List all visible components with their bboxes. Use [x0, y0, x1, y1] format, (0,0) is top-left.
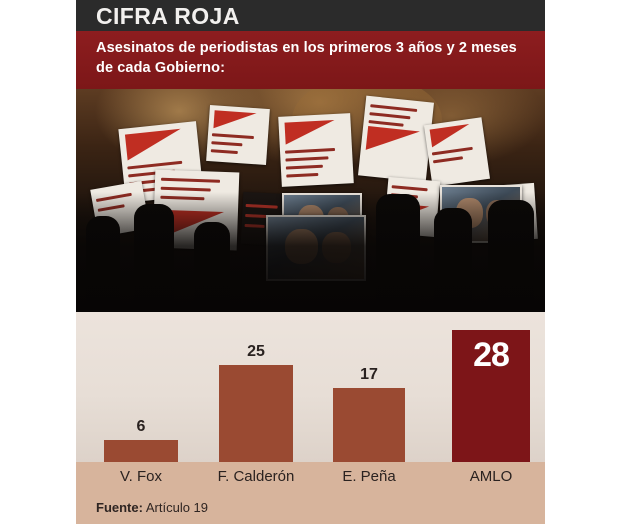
bar-group-e-pena: 17: [333, 312, 405, 462]
protest-photo: [76, 89, 545, 312]
bar-chart: 6 25 17 28: [76, 312, 545, 462]
axis-label-f-calderon: F. Calderón: [217, 468, 295, 485]
source-credit: Fuente: Artículo 19: [96, 500, 208, 515]
page-title: CIFRA ROJA: [96, 3, 240, 29]
bar-group-f-calderon: 25: [219, 312, 293, 462]
bar-value-label: 17: [360, 366, 378, 383]
protest-sign: [358, 95, 434, 183]
subtitle-bar: Asesinatos de periodistas en los primero…: [76, 31, 545, 89]
axis-label-e-pena: E. Peña: [342, 468, 396, 485]
axis-label-v-fox: V. Fox: [120, 468, 162, 485]
header-bar: CIFRA ROJA: [76, 0, 545, 31]
bar-v-fox: [104, 440, 178, 462]
protest-sign: [206, 104, 270, 166]
bar-value-label: 6: [136, 418, 146, 435]
bar-group-amlo: 28: [452, 312, 530, 462]
photo-vignette: [76, 192, 545, 312]
bar-value-label: 28: [473, 336, 510, 374]
infographic-panel: CIFRA ROJA Asesinatos de periodistas en …: [76, 0, 545, 524]
bar-value-label: 25: [247, 343, 265, 360]
protest-sign: [278, 113, 354, 187]
bar-e-pena: [333, 388, 405, 462]
protest-sign: [423, 117, 491, 187]
chart-axis: V. Fox F. Calderón E. Peña AMLO: [76, 462, 545, 494]
footer-bar: Fuente: Artículo 19: [76, 494, 545, 524]
source-label: Fuente:: [96, 500, 143, 515]
axis-label-amlo: AMLO: [469, 468, 513, 485]
bar-f-calderon: [219, 365, 293, 462]
subtitle-text: Asesinatos de periodistas en los primero…: [96, 40, 517, 76]
bar-series: 6 25 17 28: [76, 312, 545, 462]
bar-group-v-fox: 6: [104, 312, 178, 462]
source-value: Artículo 19: [145, 500, 209, 515]
bar-amlo: 28: [452, 330, 530, 462]
